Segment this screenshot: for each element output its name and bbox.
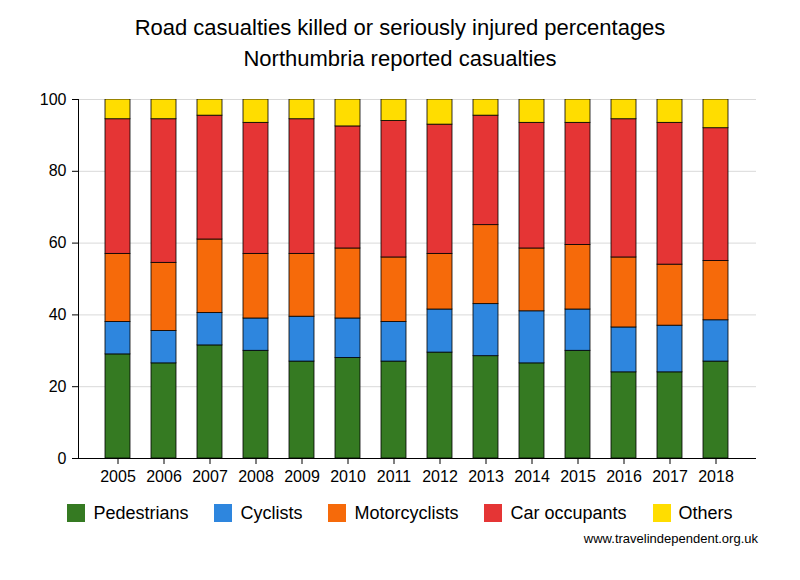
svg-text:2013: 2013	[468, 468, 504, 485]
svg-text:2016: 2016	[606, 468, 642, 485]
svg-text:2005: 2005	[100, 468, 136, 485]
html-text:Northumbria reported casualtie: Northumbria reported casualties	[243, 46, 557, 71]
html-text:Others: Others	[678, 502, 733, 523]
html-text:Pedestrians: Pedestrians	[93, 502, 189, 523]
svg-text:2006: 2006	[146, 468, 182, 485]
html-text:Car occupants: Car occupants	[510, 502, 627, 523]
svg-text:2008: 2008	[238, 468, 274, 485]
svg-text:100: 100	[40, 91, 67, 108]
svg-text:80: 80	[49, 162, 67, 179]
svg-text:2015: 2015	[560, 468, 596, 485]
svg-text:20: 20	[49, 378, 67, 395]
svg-text:2007: 2007	[192, 468, 228, 485]
svg-text:2014: 2014	[514, 468, 550, 485]
svg-text:60: 60	[49, 234, 67, 251]
svg-text:2011: 2011	[377, 468, 412, 485]
svg-text:2017: 2017	[652, 468, 688, 485]
html-text:Cyclists: Cyclists	[240, 502, 303, 523]
svg-text:2009: 2009	[284, 468, 320, 485]
svg-text:2018: 2018	[698, 468, 734, 485]
html-text:Road casualties killed or seri: Road casualties killed or seriously inju…	[134, 15, 666, 40]
svg-text:2012: 2012	[422, 468, 458, 485]
svg-text:2010: 2010	[330, 468, 366, 485]
svg-text:40: 40	[49, 306, 67, 323]
html-text:www.travelindependent.org.uk: www.travelindependent.org.uk	[583, 531, 758, 546]
html-text:Motorcyclists: Motorcyclists	[354, 502, 459, 523]
svg-text:0: 0	[58, 450, 67, 467]
